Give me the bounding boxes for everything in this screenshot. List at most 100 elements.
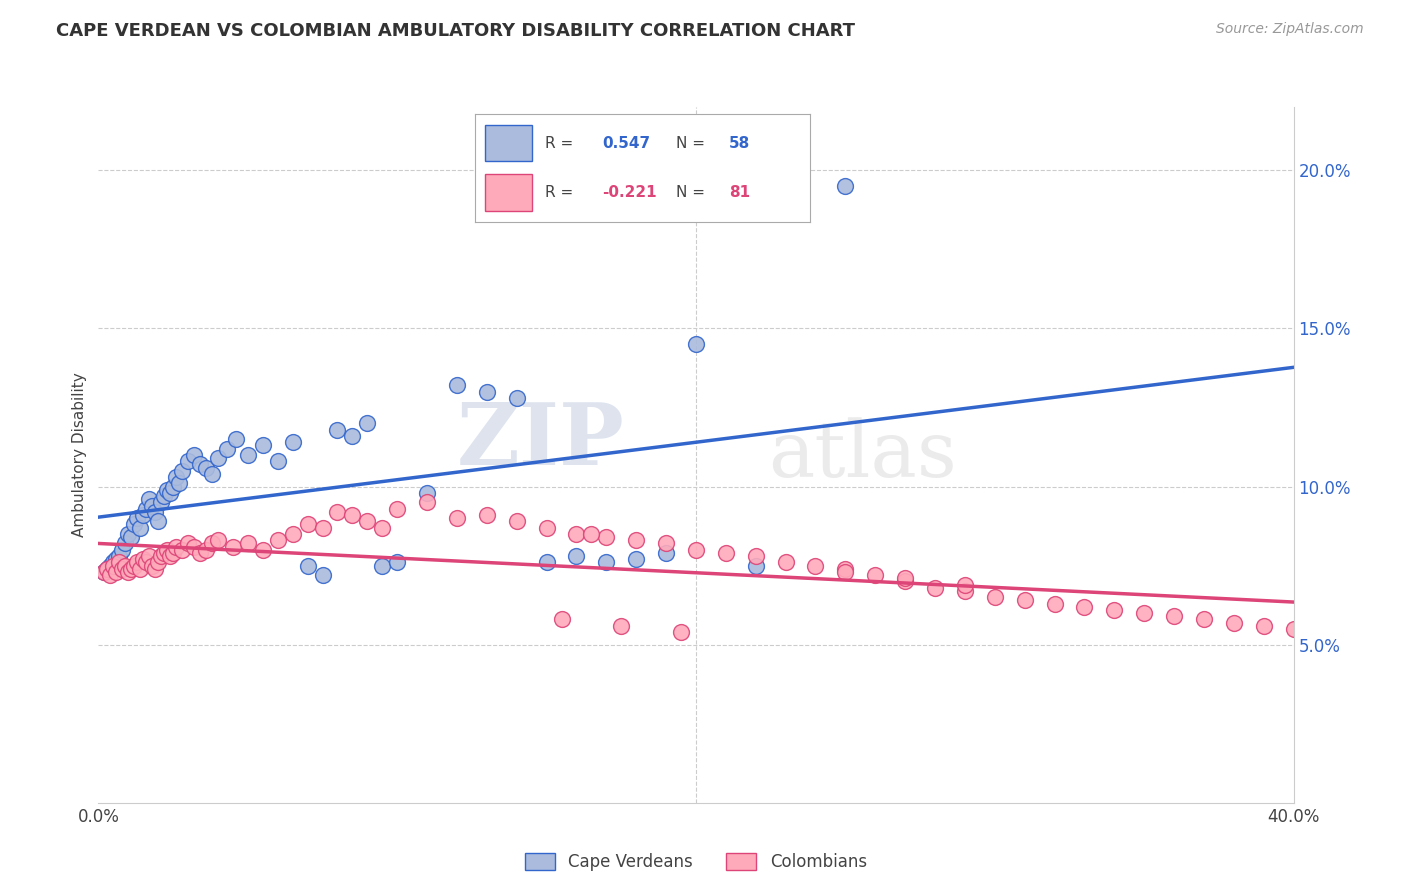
Point xyxy=(655,536,678,550)
Point xyxy=(165,540,187,554)
Text: ZIP: ZIP xyxy=(457,399,624,483)
Point xyxy=(93,565,115,579)
Point xyxy=(132,508,155,522)
Point xyxy=(183,448,205,462)
Point xyxy=(326,423,349,437)
Point xyxy=(385,501,409,516)
Point xyxy=(172,464,194,478)
Point xyxy=(225,432,247,446)
Point xyxy=(127,511,149,525)
Point xyxy=(127,556,149,570)
Point xyxy=(745,549,768,563)
Point xyxy=(167,476,190,491)
Point xyxy=(150,549,173,563)
Point xyxy=(117,565,139,579)
Point xyxy=(162,546,184,560)
Point xyxy=(105,552,128,566)
Point xyxy=(894,574,917,589)
Point xyxy=(201,467,224,481)
Point xyxy=(1104,603,1126,617)
Point xyxy=(129,562,152,576)
Point xyxy=(714,546,737,560)
Point xyxy=(177,454,200,468)
Point xyxy=(984,591,1007,605)
Point xyxy=(475,508,498,522)
Point xyxy=(581,527,603,541)
Point xyxy=(595,556,617,570)
Point xyxy=(356,417,378,431)
Point xyxy=(626,552,648,566)
Point xyxy=(111,562,134,576)
Point xyxy=(865,568,887,582)
Point xyxy=(1163,609,1185,624)
Point xyxy=(96,562,118,576)
Point xyxy=(1282,622,1305,636)
Point xyxy=(222,540,245,554)
Point xyxy=(565,549,588,563)
Text: CAPE VERDEAN VS COLOMBIAN AMBULATORY DISABILITY CORRELATION CHART: CAPE VERDEAN VS COLOMBIAN AMBULATORY DIS… xyxy=(56,22,855,40)
Point xyxy=(148,514,170,528)
Point xyxy=(1253,618,1275,632)
Point xyxy=(416,486,439,500)
Point xyxy=(655,546,678,560)
Point xyxy=(1043,597,1066,611)
Point xyxy=(1192,612,1215,626)
Point xyxy=(156,483,179,497)
Point xyxy=(96,562,118,576)
Point xyxy=(100,568,122,582)
Point xyxy=(138,492,160,507)
Point xyxy=(188,546,211,560)
Point xyxy=(446,511,468,525)
Point xyxy=(207,533,229,548)
Point xyxy=(371,521,394,535)
Point xyxy=(297,558,319,573)
Point xyxy=(610,618,633,632)
Point xyxy=(195,460,218,475)
Point xyxy=(103,558,125,573)
Point xyxy=(135,556,157,570)
Point xyxy=(252,438,274,452)
Point xyxy=(215,442,238,456)
Point xyxy=(183,540,205,554)
Point xyxy=(141,499,163,513)
Point xyxy=(252,542,274,557)
Point xyxy=(236,536,259,550)
Point xyxy=(120,562,142,576)
Point xyxy=(894,571,917,585)
Point xyxy=(150,495,173,509)
Point xyxy=(124,517,146,532)
Point xyxy=(281,435,304,450)
Point xyxy=(148,556,170,570)
Point xyxy=(342,429,364,443)
Point xyxy=(506,391,529,405)
Point xyxy=(100,558,122,573)
Point xyxy=(550,612,572,626)
Point xyxy=(105,565,128,579)
Point xyxy=(159,549,181,563)
Point xyxy=(565,527,588,541)
Point xyxy=(371,558,394,573)
Point xyxy=(342,508,364,522)
Point xyxy=(159,486,181,500)
Point xyxy=(129,521,152,535)
Point xyxy=(111,542,134,557)
Point xyxy=(626,533,648,548)
Text: atlas: atlas xyxy=(768,417,956,492)
Point xyxy=(297,517,319,532)
Point xyxy=(685,542,707,557)
Point xyxy=(953,577,976,591)
Point xyxy=(207,451,229,466)
Point xyxy=(267,533,290,548)
Y-axis label: Ambulatory Disability: Ambulatory Disability xyxy=(72,373,87,537)
Legend: Cape Verdeans, Colombians: Cape Verdeans, Colombians xyxy=(519,847,873,878)
Point xyxy=(536,521,558,535)
Point xyxy=(834,179,856,194)
Point xyxy=(103,556,125,570)
Point xyxy=(165,470,187,484)
Point xyxy=(536,556,558,570)
Point xyxy=(326,505,349,519)
Point xyxy=(141,558,163,573)
Point xyxy=(834,565,856,579)
Point xyxy=(1133,606,1156,620)
Point xyxy=(775,556,797,570)
